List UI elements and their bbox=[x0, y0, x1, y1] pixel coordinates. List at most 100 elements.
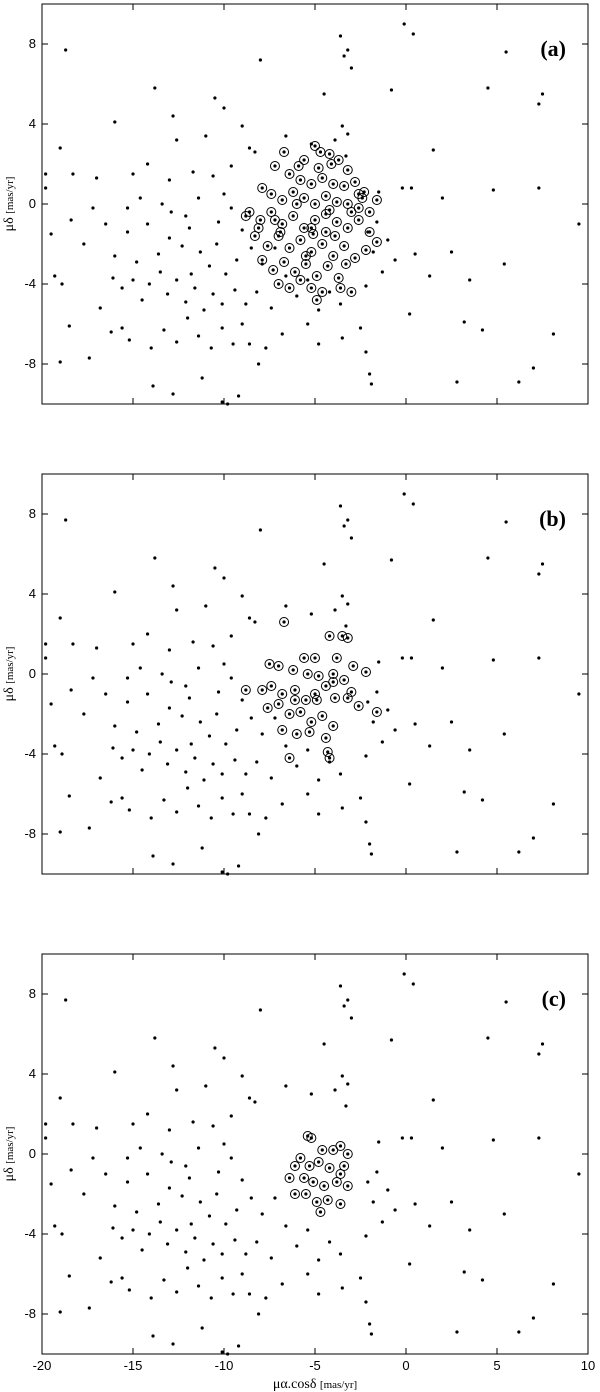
data-point bbox=[338, 504, 343, 508]
data-point bbox=[455, 1330, 459, 1334]
data-point bbox=[393, 728, 397, 732]
data-point bbox=[216, 690, 221, 694]
data-point bbox=[320, 242, 324, 246]
data-point bbox=[82, 712, 86, 716]
data-point bbox=[244, 772, 248, 776]
data-point bbox=[260, 1212, 264, 1216]
member-point-ring bbox=[268, 265, 279, 275]
member-point-ring bbox=[335, 1169, 346, 1179]
data-point bbox=[377, 660, 381, 664]
data-point bbox=[180, 244, 184, 248]
member-point-ring bbox=[255, 215, 266, 225]
data-point bbox=[375, 240, 379, 244]
data-point bbox=[449, 720, 454, 724]
data-point bbox=[389, 558, 394, 562]
data-point bbox=[87, 826, 91, 830]
data-point bbox=[167, 706, 171, 710]
member-point-ring bbox=[371, 707, 382, 717]
member-point-ring bbox=[322, 747, 333, 757]
data-point bbox=[113, 254, 117, 258]
member-point-ring bbox=[306, 717, 317, 727]
data-point bbox=[333, 608, 337, 612]
member-point-ring bbox=[319, 1181, 330, 1191]
y-tick-label: 8 bbox=[29, 986, 36, 1001]
data-point bbox=[196, 334, 201, 338]
data-point bbox=[167, 648, 171, 652]
data-point bbox=[327, 1240, 332, 1244]
member-point-ring bbox=[295, 235, 306, 245]
member-point-ring bbox=[328, 179, 339, 189]
data-point bbox=[135, 260, 139, 264]
data-point bbox=[338, 1252, 343, 1256]
data-point bbox=[364, 1234, 368, 1238]
member-point-ring bbox=[322, 261, 333, 271]
data-point bbox=[191, 1120, 195, 1124]
member-point-ring bbox=[326, 159, 337, 169]
data-point bbox=[273, 218, 277, 222]
data-point bbox=[216, 1170, 221, 1174]
data-point bbox=[186, 316, 190, 320]
data-point bbox=[531, 1316, 536, 1320]
data-point bbox=[213, 96, 217, 100]
data-point bbox=[342, 678, 346, 682]
member-point-ring bbox=[277, 725, 288, 735]
data-point bbox=[175, 1228, 179, 1232]
data-point bbox=[193, 286, 197, 290]
data-point bbox=[371, 720, 375, 724]
data-point bbox=[120, 1236, 124, 1240]
data-point bbox=[364, 1300, 368, 1304]
data-point bbox=[131, 1228, 135, 1232]
data-point bbox=[337, 158, 341, 162]
member-point-ring bbox=[289, 1189, 300, 1199]
data-point bbox=[320, 290, 324, 294]
member-point-ring bbox=[273, 699, 284, 709]
data-point bbox=[340, 124, 344, 128]
data-point bbox=[200, 846, 204, 850]
data-point bbox=[258, 58, 262, 62]
data-point bbox=[167, 1128, 171, 1132]
data-point bbox=[260, 688, 264, 692]
x-tick-label: -20 bbox=[33, 1358, 52, 1373]
data-point bbox=[346, 602, 350, 606]
data-point bbox=[215, 242, 219, 246]
data-point bbox=[280, 1282, 284, 1286]
data-point bbox=[504, 1000, 508, 1004]
y-tick-label: 4 bbox=[29, 1066, 36, 1081]
data-point bbox=[171, 862, 175, 866]
data-point bbox=[255, 1240, 259, 1244]
data-point bbox=[175, 1088, 179, 1092]
data-point bbox=[375, 198, 379, 202]
data-point bbox=[306, 278, 310, 282]
data-point bbox=[264, 346, 268, 350]
member-point-ring bbox=[330, 693, 341, 703]
data-point bbox=[220, 302, 224, 306]
data-point bbox=[273, 164, 277, 168]
data-point bbox=[236, 864, 241, 868]
member-point-ring bbox=[273, 661, 284, 671]
x-axis-title: μα.cosδ [mas/yr] bbox=[273, 1377, 357, 1392]
member-point-ring bbox=[320, 733, 331, 743]
member-point-ring bbox=[360, 245, 371, 255]
member-point-ring bbox=[324, 753, 335, 763]
data-point bbox=[273, 1196, 277, 1200]
data-point bbox=[198, 250, 202, 254]
data-point bbox=[60, 282, 64, 286]
data-point bbox=[317, 1160, 321, 1164]
member-point-ring bbox=[289, 695, 300, 705]
data-point bbox=[537, 572, 541, 576]
data-point bbox=[302, 158, 306, 162]
y-axis-label: μδ bbox=[2, 684, 17, 702]
data-point bbox=[49, 232, 53, 236]
member-point-ring bbox=[304, 1161, 315, 1171]
data-point bbox=[98, 1256, 102, 1260]
data-point bbox=[291, 668, 295, 672]
data-point bbox=[287, 712, 292, 716]
data-point bbox=[269, 1256, 273, 1260]
x-axis-unit: [mas/yr] bbox=[320, 1379, 357, 1391]
data-point bbox=[231, 342, 235, 346]
data-point bbox=[180, 1194, 184, 1198]
data-point bbox=[313, 692, 317, 696]
data-point bbox=[333, 138, 337, 142]
data-point bbox=[331, 672, 335, 676]
y-axis-label: μδ bbox=[2, 1164, 17, 1182]
